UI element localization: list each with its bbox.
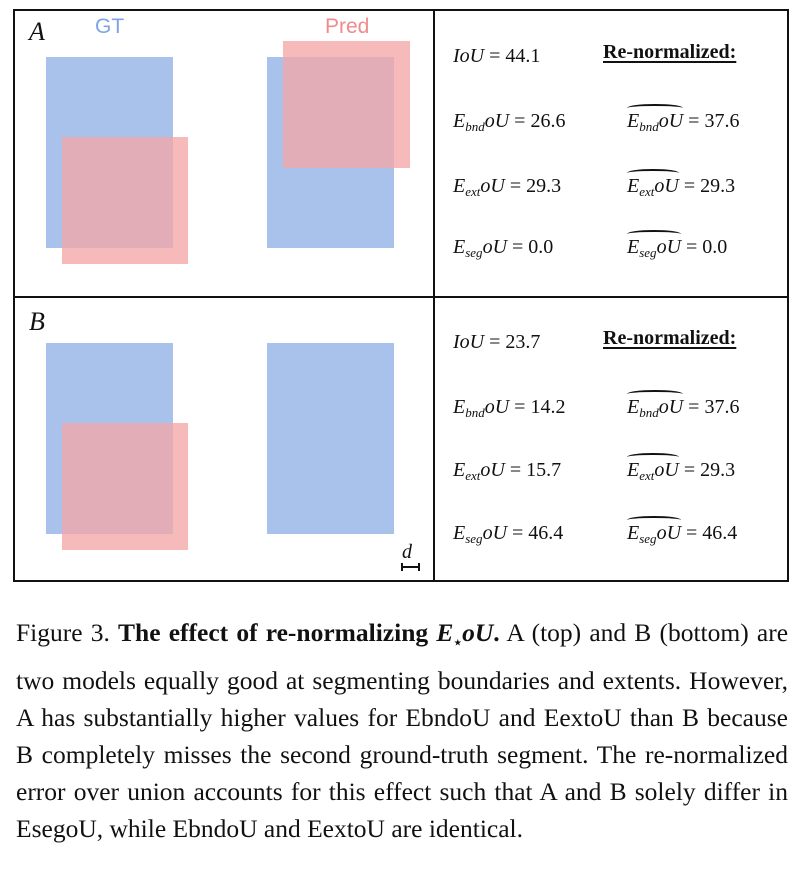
iou-b: IoU = 23.7: [453, 331, 541, 353]
ebnd-renorm-a: EbndoU = 37.6: [627, 104, 740, 134]
renorm-title-b: Re-normalized:: [603, 327, 737, 349]
figure-panel: A GT Pred B d IoU = 44.1 Re-normalized: …: [13, 9, 789, 582]
eext-a: EextoU = 29.3: [453, 175, 562, 199]
horizontal-divider: [15, 296, 787, 298]
gt-segment-b2: [267, 343, 394, 534]
caption-figure-number: Figure 3.: [16, 618, 110, 647]
ebnd-a: EbndoU = 26.6: [453, 110, 566, 134]
scale-tick-left: [401, 563, 403, 571]
scale-label: d: [402, 541, 412, 563]
eseg-renorm-b: EsegoU = 46.4: [627, 516, 738, 546]
eext-renorm-b: EextoU = 29.3: [627, 453, 736, 483]
pred-segment-a2: [283, 41, 410, 168]
renorm-title-a: Re-normalized:: [603, 41, 737, 63]
iou-a: IoU = 44.1: [453, 45, 541, 67]
figure-caption: Figure 3. The effect of re-normalizing E…: [16, 614, 788, 847]
panel-label-b: B: [29, 307, 45, 336]
panel-label-a: A: [29, 17, 45, 46]
pred-segment-a1: [62, 137, 188, 264]
vertical-divider: [433, 11, 435, 580]
pred-segment-b1: [62, 423, 188, 550]
caption-bold-title: The effect of re-normalizing E⋆oU.: [118, 618, 500, 652]
eext-b: EextoU = 15.7: [453, 459, 562, 483]
scale-bar: [402, 566, 419, 568]
ebnd-b: EbndoU = 14.2: [453, 396, 566, 420]
eseg-a: EsegoU = 0.0: [453, 236, 554, 260]
ebnd-renorm-b: EbndoU = 37.6: [627, 390, 740, 420]
legend-gt: GT: [95, 15, 125, 38]
scale-tick-right: [418, 563, 420, 571]
caption-body: A (top) and B (bottom) are two models eq…: [16, 618, 789, 844]
eext-renorm-a: EextoU = 29.3: [627, 169, 736, 199]
legend-pred: Pred: [325, 15, 370, 38]
eseg-renorm-a: EsegoU = 0.0: [627, 230, 728, 260]
eseg-b: EsegoU = 46.4: [453, 522, 564, 546]
